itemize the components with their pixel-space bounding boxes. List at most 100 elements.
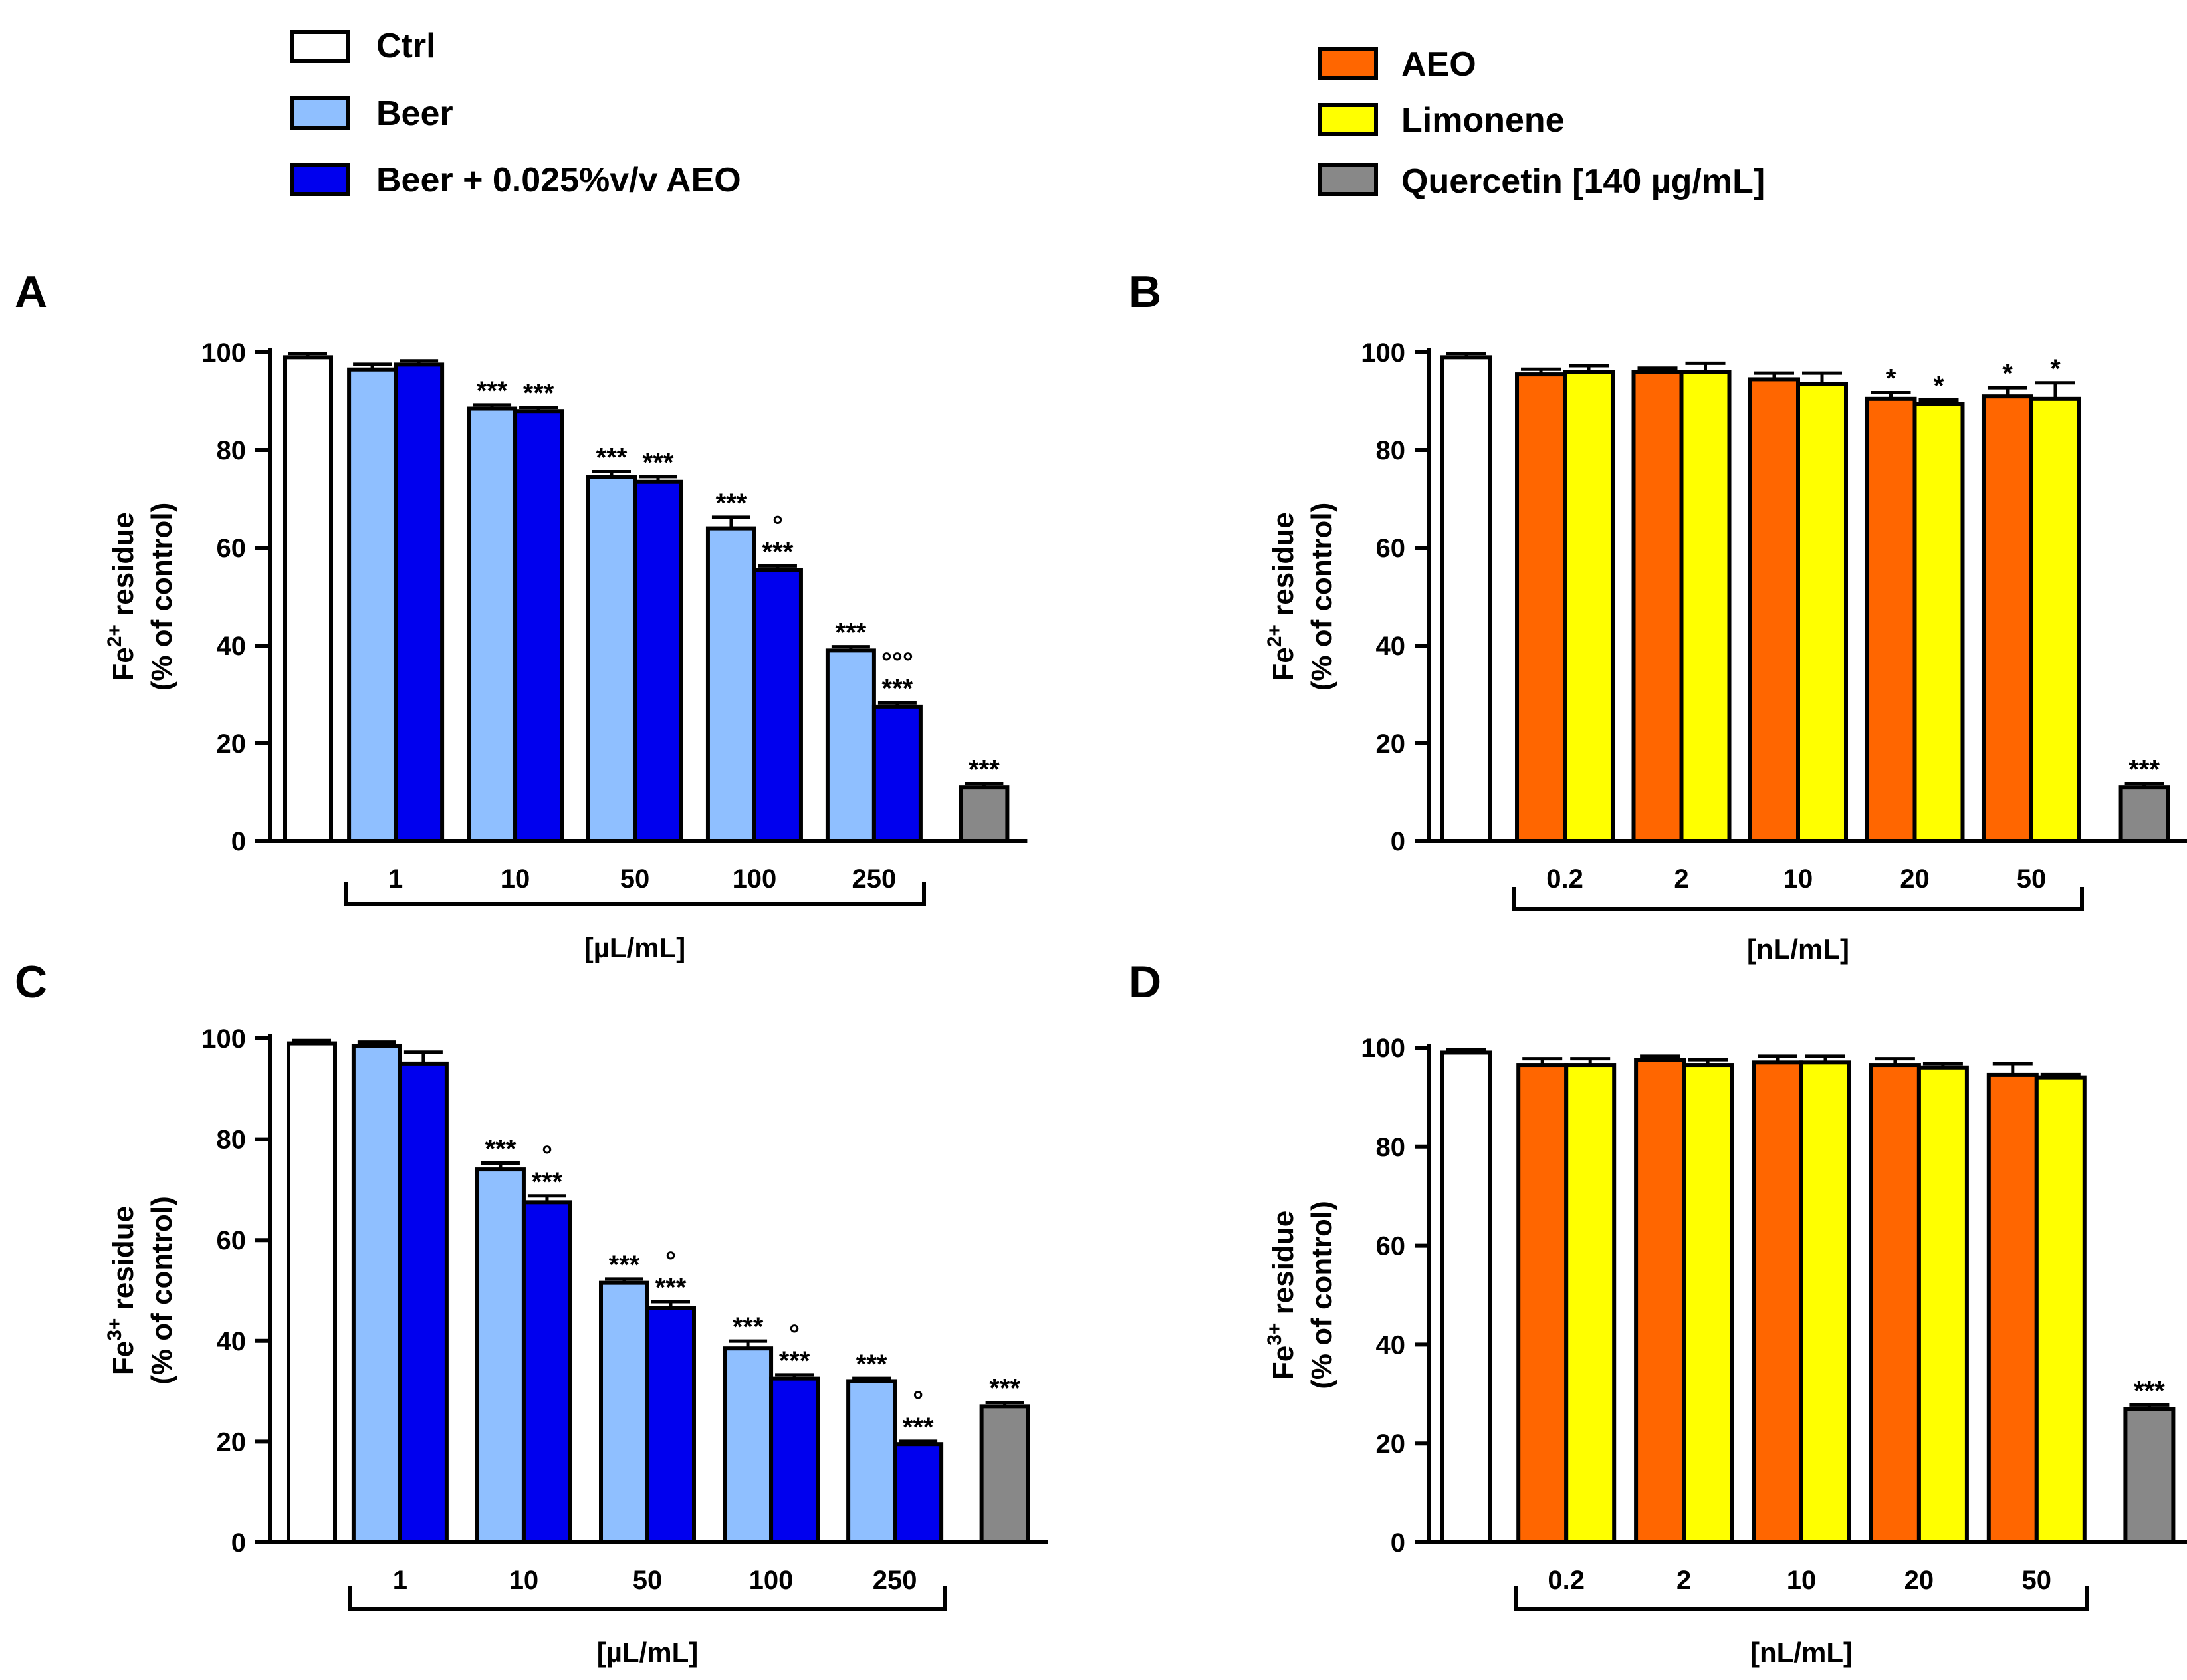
legend-right: AEO Limonene Quercetin [140 µg/mL] xyxy=(1318,45,1765,201)
bar-beer-50 xyxy=(599,1280,649,1544)
bar-aeo-50 xyxy=(1981,394,2033,843)
category-bracket xyxy=(1514,1586,2089,1611)
y-axis-label-line1: Fe3+ residue xyxy=(1264,1211,1300,1380)
bar-limonene-50 xyxy=(2029,396,2081,843)
x-tick-label: 50 xyxy=(633,1566,663,1595)
bar-aeo-0.2 xyxy=(1515,372,1567,843)
legend-swatch-beer xyxy=(290,96,350,130)
sig-label: * xyxy=(2002,359,2013,388)
y-axis-label-line1: Fe2+ residue xyxy=(104,512,140,681)
y-tick-label: 20 xyxy=(1376,1429,1406,1459)
y-tick-label: 80 xyxy=(217,436,247,465)
sig-label: *** xyxy=(485,1135,517,1164)
legend-label-limonene: Limonene xyxy=(1401,101,1565,140)
y-tick-label: 80 xyxy=(1376,436,1406,465)
x-tick-label: 20 xyxy=(1900,864,1930,894)
bar-beer-0-025-v-v-aeo-50 xyxy=(645,1306,696,1545)
x-tick-label: 50 xyxy=(2017,864,2047,894)
y-tick-label: 0 xyxy=(231,827,246,856)
y-tick-label: 0 xyxy=(1391,1528,1405,1558)
bar-beer-1 xyxy=(347,367,398,843)
legend-label-quercetin: Quercetin [140 µg/mL] xyxy=(1401,162,1765,201)
bar-aeo-2 xyxy=(1634,1058,1686,1544)
y-tick-label: 40 xyxy=(217,632,247,661)
label-quercetin: *** xyxy=(2129,755,2160,784)
y-tick-label: 40 xyxy=(1376,632,1406,661)
legend-label-aeo: AEO xyxy=(1401,45,1476,84)
sig-label: *** xyxy=(716,489,747,518)
x-axis-label: [µL/mL] xyxy=(597,1637,699,1668)
legend-label-ctrl: Ctrl xyxy=(376,27,436,65)
bar-aeo-20 xyxy=(1865,396,1917,843)
bar-beer-50 xyxy=(586,475,637,843)
bar-beer-0-025-v-v-aeo-250 xyxy=(871,704,923,843)
bar-limonene-50 xyxy=(2034,1075,2087,1544)
bar-limonene-2 xyxy=(1682,1063,1734,1545)
bar-ctrl xyxy=(1440,1050,1492,1544)
bar-beer-0-025-v-v-aeo-50 xyxy=(633,479,683,843)
y-axis-label-line2: (% of control) xyxy=(146,1196,178,1385)
bar-aeo-2 xyxy=(1631,370,1684,843)
y-tick-label: 20 xyxy=(217,729,247,759)
y-tick-label: 0 xyxy=(1391,827,1405,856)
bar-beer-0-025-v-v-aeo-10 xyxy=(521,1200,572,1544)
x-tick-label: 10 xyxy=(501,864,530,894)
sig-label-2: ° xyxy=(665,1247,676,1276)
bar-beer-250 xyxy=(846,1379,897,1544)
category-bracket xyxy=(344,882,926,906)
legend-item-ctrl: Ctrl xyxy=(290,27,436,65)
bar-aeo-10 xyxy=(1752,1060,1803,1544)
bar-limonene-0.2 xyxy=(1564,1063,1617,1545)
label-quercetin: *** xyxy=(2134,1376,2165,1405)
bar-quercetin xyxy=(959,785,1010,844)
bar-quercetin xyxy=(2123,1407,2176,1545)
bar-beer-100 xyxy=(723,1346,774,1545)
bar-aeo-20 xyxy=(1869,1063,1921,1545)
y-tick-label: 80 xyxy=(217,1126,247,1155)
x-tick-label: 250 xyxy=(852,864,897,894)
sig-label: *** xyxy=(643,448,674,477)
legend-swatch-beer-aeo xyxy=(290,163,350,196)
sig-label: *** xyxy=(903,1413,934,1442)
sig-label: *** xyxy=(779,1346,810,1376)
bar-beer-1 xyxy=(351,1044,402,1544)
legend-swatch-ctrl xyxy=(290,30,350,63)
x-axis-label: [nL/mL] xyxy=(1747,933,1849,965)
bar-ctrl xyxy=(1440,355,1492,843)
legend-swatch-quercetin xyxy=(1318,163,1378,196)
y-axis-label-line1: Fe2+ residue xyxy=(1264,512,1300,681)
legend-left: Ctrl Beer Beer + 0.025%v/v AEO xyxy=(290,27,741,199)
bar-beer-0-025-v-v-aeo-100 xyxy=(752,568,803,843)
sig-label: *** xyxy=(836,618,867,648)
y-tick-label: 100 xyxy=(201,1024,246,1054)
sig-label: *** xyxy=(762,537,794,566)
legend-label-beer-aeo: Beer + 0.025%v/v AEO xyxy=(376,161,741,199)
legend-item-aeo: AEO xyxy=(1318,45,1476,84)
panel-letter: A xyxy=(15,267,47,317)
legend-swatch-limonene xyxy=(1318,103,1378,136)
panel-c: C 0 20 40 60 80 100 Fe3+ residue (% of control) 1… xyxy=(15,957,1048,1668)
sig-label-2: ° xyxy=(542,1141,552,1170)
x-tick-label: 1 xyxy=(393,1566,407,1595)
panel-letter: B xyxy=(1129,267,1161,317)
sig-label: *** xyxy=(523,379,554,408)
sig-label: *** xyxy=(477,376,508,406)
bar-aeo-0.2 xyxy=(1516,1063,1569,1545)
sig-label: *** xyxy=(596,443,628,473)
x-axis-label: [µL/mL] xyxy=(584,932,686,963)
y-axis-label-line2: (% of control) xyxy=(146,503,178,691)
y-axis-label-line2: (% of control) xyxy=(1306,1201,1338,1389)
x-tick-label: 100 xyxy=(733,864,777,894)
sig-label: *** xyxy=(882,674,913,703)
bar-beer-100 xyxy=(705,526,756,843)
label-quercetin: *** xyxy=(989,1374,1020,1403)
panel-a: A 0 20 40 60 80 100 Fe2+ residue (% of control) 1… xyxy=(15,267,1028,963)
bar-aeo-50 xyxy=(1986,1072,2039,1545)
bar-limonene-20 xyxy=(1912,402,1965,843)
y-tick-label: 40 xyxy=(1376,1330,1406,1360)
bar-limonene-10 xyxy=(1796,382,1848,843)
y-axis-label-line2: (% of control) xyxy=(1306,503,1338,691)
sig-label: *** xyxy=(655,1273,687,1302)
sig-label: * xyxy=(1886,364,1897,393)
bar-beer-0-025-v-v-aeo-1 xyxy=(394,362,445,843)
